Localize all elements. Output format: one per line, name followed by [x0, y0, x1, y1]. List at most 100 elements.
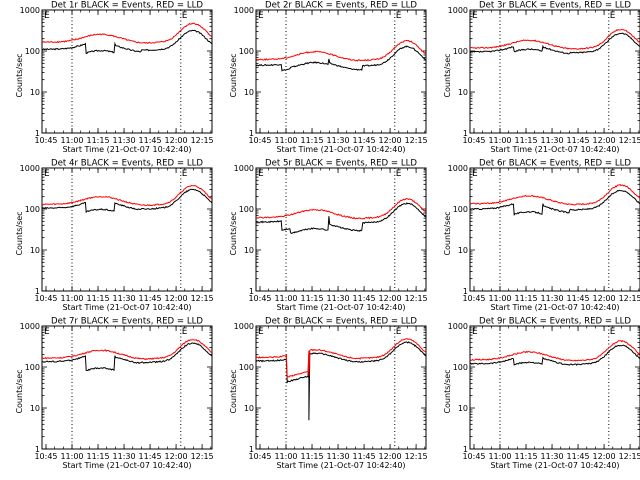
events-series-line	[469, 344, 640, 366]
x-tick-label: 12:00	[593, 452, 616, 461]
y-tick-label: 100	[453, 47, 468, 56]
detector-panel: Det 1r BLACK = Events, RED = LLD 1 10 100 10…	[15, 1, 214, 155]
marker-e-label: E	[182, 327, 188, 337]
x-tick-label: 11:15	[514, 452, 537, 461]
y-tick-label: 100	[239, 205, 254, 214]
x-tick-label: 10:45	[34, 452, 57, 461]
y-tick-label: 10	[458, 88, 468, 97]
x-tick-label: 11:15	[300, 136, 323, 145]
y-axis-label: Counts/sec	[15, 211, 24, 255]
x-tick-label: 11:45	[139, 294, 162, 303]
y-tick-label: 100	[239, 363, 254, 372]
x-tick-label: 10:45	[34, 294, 57, 303]
plot-frame	[469, 325, 640, 450]
x-tick-label: 10:45	[462, 452, 485, 461]
y-tick-label: 1000	[20, 322, 40, 331]
x-tick-label: 10:45	[462, 136, 485, 145]
y-tick-label: 100	[25, 205, 40, 214]
y-tick-label: 1	[249, 445, 254, 454]
x-tick-label: 11:45	[139, 452, 162, 461]
x-axis-label: Start Time (21-Oct-07 10:42:40)	[276, 303, 405, 312]
panel-title: Det 4r BLACK = Events, RED = LLD	[51, 159, 203, 169]
events-series-line	[469, 189, 640, 216]
x-tick-label: 11:30	[327, 452, 350, 461]
x-tick-label: 11:15	[514, 294, 537, 303]
x-tick-label: 12:00	[165, 136, 188, 145]
x-tick-label: 11:15	[514, 136, 537, 145]
y-tick-label: 1000	[20, 6, 40, 15]
events-series-line	[41, 188, 213, 214]
y-tick-label: 10	[458, 404, 468, 413]
x-tick-label: 12:15	[619, 452, 640, 461]
x-axis-label: Start Time (21-Oct-07 10:42:40)	[62, 303, 191, 312]
y-tick-label: 100	[453, 363, 468, 372]
x-tick-label: 11:45	[567, 294, 590, 303]
x-tick-label: 12:15	[191, 452, 214, 461]
x-tick-label: 12:15	[619, 294, 640, 303]
lld-series-line	[41, 184, 213, 207]
y-tick-label: 1	[463, 129, 468, 138]
lld-series-line	[469, 340, 640, 362]
events-series-line	[255, 341, 427, 421]
events-series-line	[256, 202, 427, 234]
x-axis-label: Start Time (21-Oct-07 10:42:40)	[62, 145, 191, 154]
marker-e-label: E	[610, 11, 616, 21]
x-tick-label: 12:00	[379, 294, 402, 303]
lld-series-line	[469, 183, 640, 206]
plot-frame	[41, 167, 213, 292]
plot-frame	[469, 167, 640, 292]
y-tick-label: 10	[30, 88, 40, 97]
y-tick-label: 1000	[20, 164, 40, 173]
x-tick-label: 12:15	[619, 136, 640, 145]
plot-frame	[255, 167, 427, 292]
events-series-line	[41, 29, 213, 55]
x-tick-label: 12:00	[593, 136, 616, 145]
plot-frame	[41, 9, 213, 134]
y-axis-label: Counts/sec	[229, 369, 238, 413]
x-tick-label: 11:30	[541, 452, 564, 461]
x-tick-label: 12:15	[405, 136, 428, 145]
detector-panel: Det 7r BLACK = Events, RED = LLD 1 10 100 10…	[15, 317, 214, 471]
marker-e-label: E	[258, 11, 264, 21]
plot-frame	[255, 9, 427, 134]
marker-e-label: E	[44, 169, 50, 179]
lld-series-line	[470, 28, 640, 50]
y-axis-label: Counts/sec	[229, 53, 238, 97]
marker-e-label: E	[182, 11, 188, 21]
x-tick-label: 11:45	[567, 452, 590, 461]
x-tick-label: 12:15	[405, 294, 428, 303]
y-tick-label: 1	[463, 445, 468, 454]
x-tick-label: 11:00	[488, 452, 511, 461]
marker-e-label: E	[472, 11, 478, 21]
y-axis-label: Counts/sec	[443, 211, 452, 255]
x-tick-label: 11:45	[567, 136, 590, 145]
x-tick-label: 11:45	[353, 136, 376, 145]
x-tick-label: 11:30	[113, 294, 136, 303]
panel-title: Det 7r BLACK = Events, RED = LLD	[51, 317, 203, 327]
y-tick-label: 1	[249, 129, 254, 138]
y-tick-label: 1000	[234, 322, 254, 331]
y-tick-label: 100	[239, 47, 254, 56]
x-tick-label: 11:30	[327, 294, 350, 303]
panel-title: Det 6r BLACK = Events, RED = LLD	[479, 159, 631, 169]
plot-frame	[41, 325, 213, 450]
x-tick-label: 11:30	[327, 136, 350, 145]
x-tick-label: 11:30	[541, 136, 564, 145]
y-tick-label: 1000	[448, 164, 468, 173]
x-axis-label: Start Time (21-Oct-07 10:42:40)	[490, 303, 619, 312]
marker-e-label: E	[472, 169, 478, 179]
x-tick-label: 11:15	[86, 136, 109, 145]
x-tick-label: 11:00	[488, 136, 511, 145]
lld-series-line	[41, 339, 213, 361]
y-tick-label: 100	[453, 205, 468, 214]
x-tick-label: 11:00	[274, 136, 297, 145]
y-tick-label: 10	[30, 404, 40, 413]
x-tick-label: 10:45	[248, 294, 271, 303]
y-axis-label: Counts/sec	[229, 211, 238, 255]
x-tick-label: 11:45	[139, 136, 162, 145]
marker-e-label: E	[44, 327, 50, 337]
x-tick-label: 11:30	[113, 452, 136, 461]
lld-series-line	[255, 39, 427, 62]
x-tick-label: 12:00	[379, 452, 402, 461]
x-tick-label: 10:45	[34, 136, 57, 145]
